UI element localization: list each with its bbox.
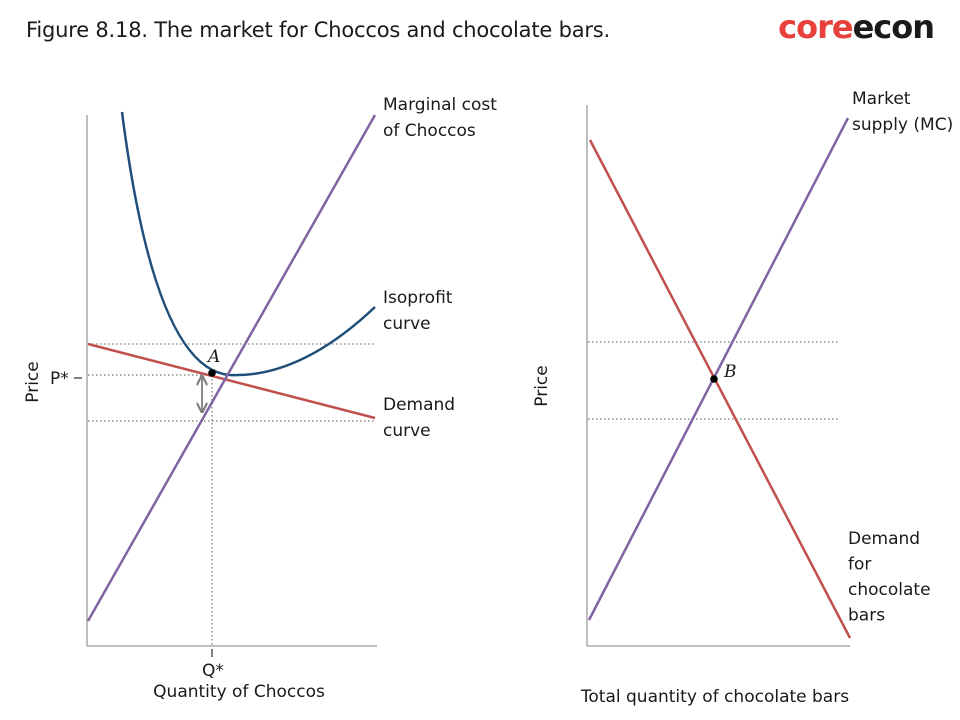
right-x-axis-label: Total quantity of chocolate bars	[580, 687, 849, 707]
isoprofit-label-line1: Isoprofit	[383, 288, 453, 308]
market-supply-label: Market supply (MC)	[852, 89, 953, 135]
market-supply-label-line2: supply (MC)	[852, 115, 953, 135]
right-demand-label-line1: Demand	[848, 529, 920, 549]
right-y-axis-label: Price	[532, 365, 552, 406]
mc-choccos-label: Marginal cost of Choccos	[383, 95, 502, 141]
point-b-marker	[710, 375, 718, 383]
left-y-tick-pstar: P*	[50, 369, 69, 389]
point-a-marker	[208, 369, 216, 377]
market-supply-line	[587, 117, 850, 621]
left-y-axis-label: Price	[23, 361, 43, 402]
right-demand-label-line3: chocolate	[848, 580, 931, 600]
mc-choccos-label-line2: of Choccos	[383, 121, 476, 141]
figure-title: Figure 8.18. The market for Choccos and …	[26, 18, 611, 42]
right-chart: B Total quantity of chocolate bars Price…	[532, 89, 953, 707]
left-chart: A P* Q* Quantity of Choccos Price Margin…	[23, 95, 502, 702]
market-supply-label-line1: Market	[852, 89, 911, 109]
demand-curve-line	[87, 342, 376, 420]
isoprofit-label: Isoprofit curve	[383, 288, 458, 334]
demand-curve-label-line1: Demand	[383, 395, 455, 415]
mc-choccos-line	[86, 114, 377, 622]
right-demand-line	[588, 139, 852, 639]
logo-econ: econ	[852, 8, 935, 46]
demand-curve-label: Demand curve	[383, 395, 461, 441]
point-b-label: B	[723, 362, 737, 382]
right-demand-label-line2: for	[848, 555, 871, 575]
coreecon-logo: coreecon	[778, 8, 935, 46]
logo-core: core	[778, 8, 853, 46]
left-x-tick-qstar: Q*	[202, 661, 224, 681]
demand-curve-label-line2: curve	[383, 421, 431, 441]
right-demand-label-line4: bars	[848, 606, 885, 626]
isoprofit-curve-line	[120, 111, 376, 377]
mc-choccos-label-line1: Marginal cost	[383, 95, 497, 115]
right-demand-label: Demand for chocolate bars	[848, 529, 936, 626]
left-x-axis-label: Quantity of Choccos	[153, 682, 325, 702]
point-a-label: A	[206, 347, 220, 367]
isoprofit-label-line2: curve	[383, 314, 431, 334]
